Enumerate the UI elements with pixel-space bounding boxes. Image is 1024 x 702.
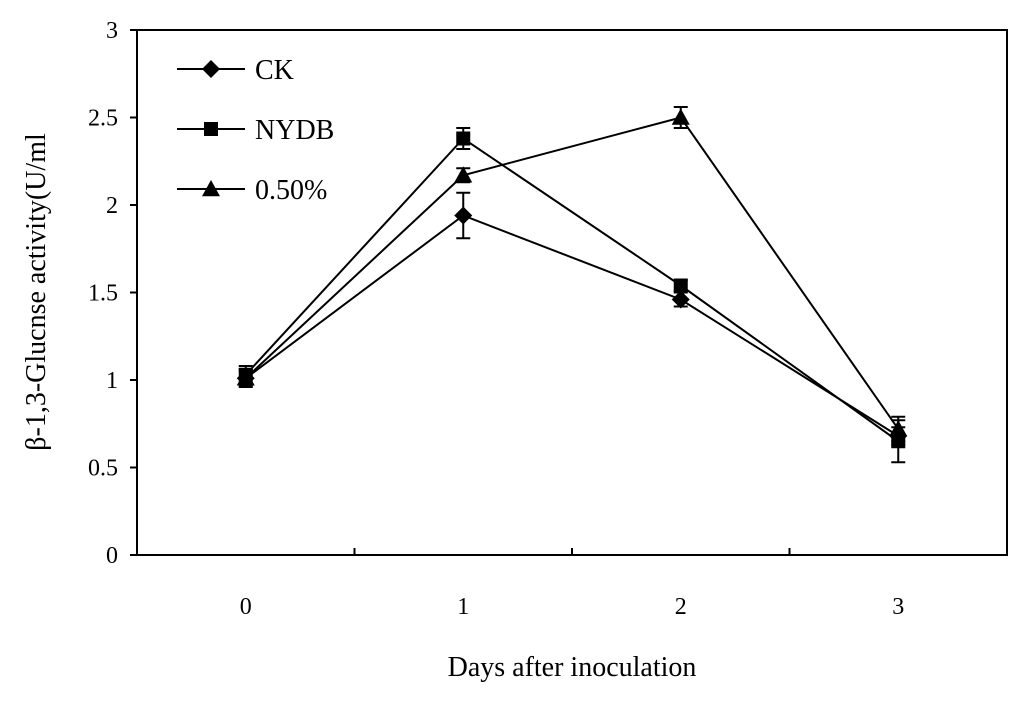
series-line: [245, 116, 900, 430]
data-point: [671, 290, 690, 309]
y-tick-label: 3: [106, 18, 118, 44]
y-tick-label: 2: [106, 193, 118, 219]
x-tick-label: 1: [457, 594, 469, 620]
data-point: [889, 420, 908, 437]
x-tick-label: 3: [892, 594, 904, 620]
x-axis-ticks: 0 1 2 3: [240, 548, 904, 620]
legend-label: CK: [255, 55, 294, 86]
legend-marker: [204, 122, 218, 136]
x-axis-label: Days after inoculation: [448, 652, 697, 683]
x-tick-label: 2: [675, 594, 687, 620]
x-tick-label: 0: [240, 594, 252, 620]
series-line: [245, 137, 899, 443]
data-point: [671, 108, 690, 125]
legend: CK NYDB 0.50%: [177, 55, 334, 206]
series-layer: [236, 106, 908, 464]
legend-item: CK: [177, 55, 294, 86]
y-tick-label: 1: [106, 368, 118, 394]
legend-marker: [202, 180, 220, 197]
y-tick-label: 2.5: [88, 106, 118, 132]
data-point: [456, 131, 471, 146]
series-diamond: [236, 191, 908, 446]
plot-area: [136, 29, 1008, 556]
data-point: [673, 278, 688, 293]
legend-item: NYDB: [177, 115, 334, 146]
series-line: [245, 214, 899, 437]
y-tick-label: 0: [106, 543, 118, 569]
legend-label: NYDB: [255, 115, 334, 146]
y-tick-label: 0.5: [88, 456, 118, 482]
y-axis-label: β-1,3-Glucnse activity(U/ml: [21, 133, 52, 451]
legend-label: 0.50%: [255, 175, 327, 206]
series-triangle: [236, 106, 908, 443]
data-point: [236, 369, 255, 386]
data-point: [454, 206, 473, 225]
y-tick-label: 1.5: [88, 281, 118, 307]
legend-marker: [202, 60, 220, 78]
legend-item: 0.50%: [177, 175, 327, 206]
y-axis-ticks: 0 0.5 1 1.5 2 2.5 3: [88, 18, 137, 569]
data-point: [454, 166, 473, 183]
